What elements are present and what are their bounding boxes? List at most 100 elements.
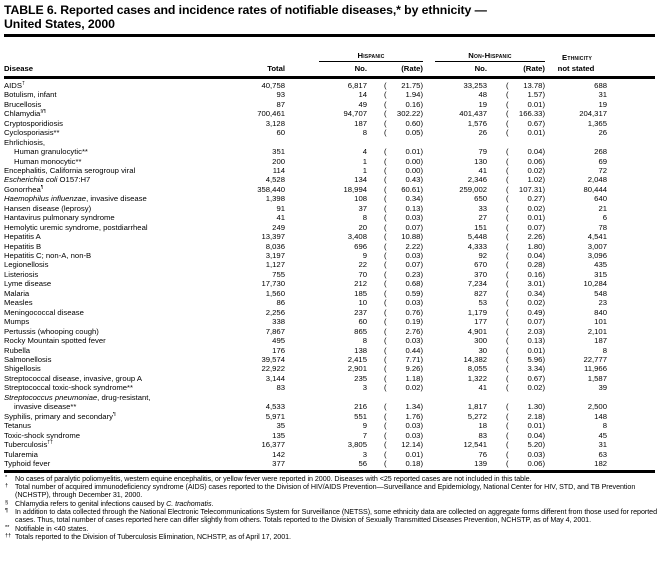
disease-name: Shigellosis	[4, 364, 41, 374]
total-value: 495	[272, 336, 285, 346]
non-hispanic-no-value	[423, 138, 487, 147]
hispanic-rate-value: (9.26)	[384, 364, 423, 374]
disease-name: Legionellosis	[4, 260, 49, 270]
table-row: Meningococcal disease 2,256 237 (0.76) 1…	[4, 308, 607, 317]
footnote: § Chlamydia refers to genital infections …	[5, 499, 214, 508]
hispanic-group-underline: Hispanic	[319, 51, 423, 63]
total-value: 93	[276, 90, 285, 100]
hispanic-no-value: 1	[362, 165, 367, 175]
non-hispanic-rate-value: (2.03)	[506, 326, 545, 336]
hispanic-rate-value	[367, 138, 423, 147]
non-hispanic-no-value	[423, 393, 487, 402]
non-hispanic-no-value: 827	[474, 288, 487, 298]
column-header-hispanic-rate: (Rate)	[401, 64, 423, 74]
hispanic-no-value: 696	[354, 241, 367, 251]
total-value: 16,377	[261, 440, 285, 450]
hispanic-no-value: 60	[358, 317, 367, 327]
disease-name: Human granulocytic**	[14, 147, 88, 157]
hispanic-rate-value: (1.18)	[384, 373, 423, 383]
non-hispanic-no-value: 1,817	[467, 402, 487, 412]
ethnicity-not-stated-value: 80,444	[583, 184, 607, 194]
header-group-row: Hispanic Non-Hispanic Ethnicity	[4, 51, 607, 63]
total-value: 5,971	[265, 411, 285, 421]
non-hispanic-no-value: 79	[478, 147, 487, 157]
total-value: 2,256	[265, 307, 285, 317]
non-hispanic-no-value: 41	[478, 383, 487, 393]
hispanic-rate-value: (0.16)	[384, 99, 423, 109]
disease-name: Syphilis, primary and secondary¶	[4, 411, 116, 421]
disease-name: Cryptosporidiosis	[4, 118, 63, 128]
table-row: Hepatitis B 8,036 696 (2.22) 4,333 (1.80…	[4, 242, 607, 251]
disease-name: Rocky Mountain spotted fever	[4, 336, 106, 346]
non-hispanic-rate-value: (13.78)	[506, 80, 545, 90]
table-row: Toxic-shock syndrome 135 7 (0.03) 83 (0.…	[4, 431, 607, 440]
non-hispanic-group-underline: Non-Hispanic	[435, 51, 545, 63]
hispanic-rate-value	[367, 393, 423, 402]
hispanic-no-value: 9	[362, 251, 367, 261]
hispanic-rate-value: (1.94)	[384, 90, 423, 100]
non-hispanic-rate-value: (107.31)	[506, 184, 545, 194]
table-row: Malaria 1,560 185 (0.59) 827 (0.34) 548	[4, 289, 607, 298]
non-hispanic-no-value: 33	[478, 203, 487, 213]
non-hispanic-no-value: 1,576	[467, 118, 487, 128]
hispanic-rate-value: (60.61)	[384, 184, 423, 194]
hispanic-rate-value: (0.60)	[384, 118, 423, 128]
table-row: Hemolytic uremic syndrome, postdiarrheal…	[4, 223, 607, 232]
total-value: 142	[272, 449, 285, 459]
disease-name: Toxic-shock syndrome	[4, 430, 81, 440]
non-hispanic-no-value: 53	[478, 298, 487, 308]
footnote-marker: *	[5, 474, 8, 481]
non-hispanic-no-value: 300	[474, 336, 487, 346]
non-hispanic-rate-value: (5.20)	[506, 440, 545, 450]
table-row: Brucellosis 87 49 (0.16) 19 (0.01) 19	[4, 100, 607, 109]
disease-name: Tularemia	[4, 449, 38, 459]
non-hispanic-rate-value: (0.67)	[506, 373, 545, 383]
non-hispanic-no-value: 177	[474, 317, 487, 327]
hispanic-rate-value: (0.13)	[384, 203, 423, 213]
hispanic-no-value: 56	[358, 459, 367, 468]
ethnicity-not-stated-value: 2,101	[587, 326, 607, 336]
table-row: Escherichia coli O157:H7 4,528 134 (0.43…	[4, 175, 607, 184]
table-row: Syphilis, primary and secondary¶ 5,971 5…	[4, 412, 607, 421]
column-group-non-hispanic: Non-Hispanic	[423, 51, 545, 63]
non-hispanic-rate-value	[487, 138, 545, 147]
hispanic-no-value: 10	[358, 298, 367, 308]
total-value: 1,127	[265, 260, 285, 270]
non-hispanic-no-value: 41	[478, 165, 487, 175]
footnote: ¶ In addition to data collected through t…	[5, 508, 658, 525]
hispanic-rate-value: (2.22)	[384, 241, 423, 251]
hispanic-no-value: 7	[362, 430, 367, 440]
non-hispanic-no-value: 30	[478, 345, 487, 355]
non-hispanic-rate-value: (2.26)	[506, 232, 545, 242]
non-hispanic-no-value: 130	[474, 156, 487, 166]
ethnicity-not-stated-value: 148	[594, 411, 607, 421]
non-hispanic-no-value: 1,179	[467, 307, 487, 317]
ethnicity-not-stated-value: 435	[594, 260, 607, 270]
non-hispanic-no-value: 83	[478, 430, 487, 440]
disease-name: Encephalitis, California serogroup viral	[4, 165, 136, 175]
disease-name: Hepatitis A	[4, 232, 41, 242]
hispanic-rate-value: (0.03)	[384, 298, 423, 308]
non-hispanic-rate-value: (5.96)	[506, 355, 545, 365]
non-hispanic-rate-value: (0.06)	[506, 459, 545, 468]
total-value: 358,440	[257, 184, 285, 194]
hispanic-rate-value: (0.03)	[384, 213, 423, 223]
hispanic-rate-value: (0.05)	[384, 128, 423, 138]
non-hispanic-no-value: 76	[478, 449, 487, 459]
hispanic-rate-value: (10.88)	[384, 232, 423, 242]
hispanic-no-value: 134	[354, 175, 367, 185]
disease-name: Lyme disease	[4, 279, 52, 289]
non-hispanic-no-value: 4,333	[467, 241, 487, 251]
header-rule	[4, 76, 655, 79]
ethnicity-not-stated-value: 1,587	[587, 373, 607, 383]
hispanic-no-value: 22	[358, 260, 367, 270]
non-hispanic-rate-value: (0.02)	[506, 203, 545, 213]
disease-name: Brucellosis	[4, 99, 42, 109]
disease-name: Haemophilus influenzae, invasive disease	[4, 194, 147, 204]
total-value: 60	[276, 128, 285, 138]
total-value: 17,730	[261, 279, 285, 289]
non-hispanic-rate-value: (1.30)	[506, 402, 545, 412]
non-hispanic-no-value: 1,322	[467, 373, 487, 383]
disease-name: invasive disease**	[14, 402, 77, 412]
non-hispanic-rate-value: (0.27)	[506, 194, 545, 204]
